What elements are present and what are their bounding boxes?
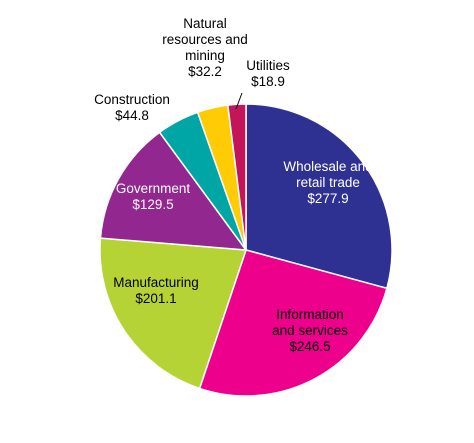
slice-label-line-5-0: Natural — [183, 16, 227, 31]
slice-label-line-2-0: Manufacturing — [113, 275, 199, 290]
pie-slices — [99, 103, 393, 397]
slice-label-line-1-0: Information — [276, 307, 344, 322]
slice-label-line-0-1: retail trade — [296, 175, 360, 190]
slice-value-5: $32.2 — [188, 64, 222, 79]
slice-label-3: Government $129.5 — [116, 181, 191, 212]
slice-label-line-1-1: and services — [272, 323, 348, 338]
slice-label-2: Manufacturing $201.1 — [113, 275, 199, 306]
slice-value-1: $246.5 — [289, 339, 330, 354]
slice-label-line-5-2: mining — [185, 48, 225, 63]
slice-value-2: $201.1 — [135, 291, 176, 306]
slice-label-1: Information and services $246.5 — [272, 307, 348, 354]
slice-value-6: $18.9 — [251, 74, 285, 89]
slice-label-line-6-0: Utilities — [246, 58, 290, 73]
slice-label-line-5-1: resources and — [162, 32, 248, 47]
pie-slice-0 — [245, 103, 393, 290]
pie-slice-3 — [99, 131, 248, 251]
slice-label-0: Wholesale and retail trade $277.9 — [283, 159, 372, 206]
slice-label-5: Natural resources and mining $32.2 — [162, 16, 248, 79]
pie-slice-2 — [99, 237, 248, 390]
slice-label-4: Construction $44.8 — [94, 92, 170, 123]
slice-label-6: Utilities $18.9 — [246, 58, 290, 89]
slice-value-0: $277.9 — [307, 191, 348, 206]
slice-label-line-3-0: Government — [116, 181, 191, 196]
slice-label-line-4-0: Construction — [94, 92, 170, 107]
pie-labels: Wholesale and retail trade $277.9 Informati… — [94, 16, 373, 354]
pie-slice-1 — [198, 249, 388, 397]
slice-label-line-0-0: Wholesale and — [283, 159, 372, 174]
pie-slice-6 — [226, 103, 247, 251]
slice-value-4: $44.8 — [115, 108, 149, 123]
utilities-leader-line — [235, 92, 243, 110]
slice-value-3: $129.5 — [132, 197, 173, 212]
